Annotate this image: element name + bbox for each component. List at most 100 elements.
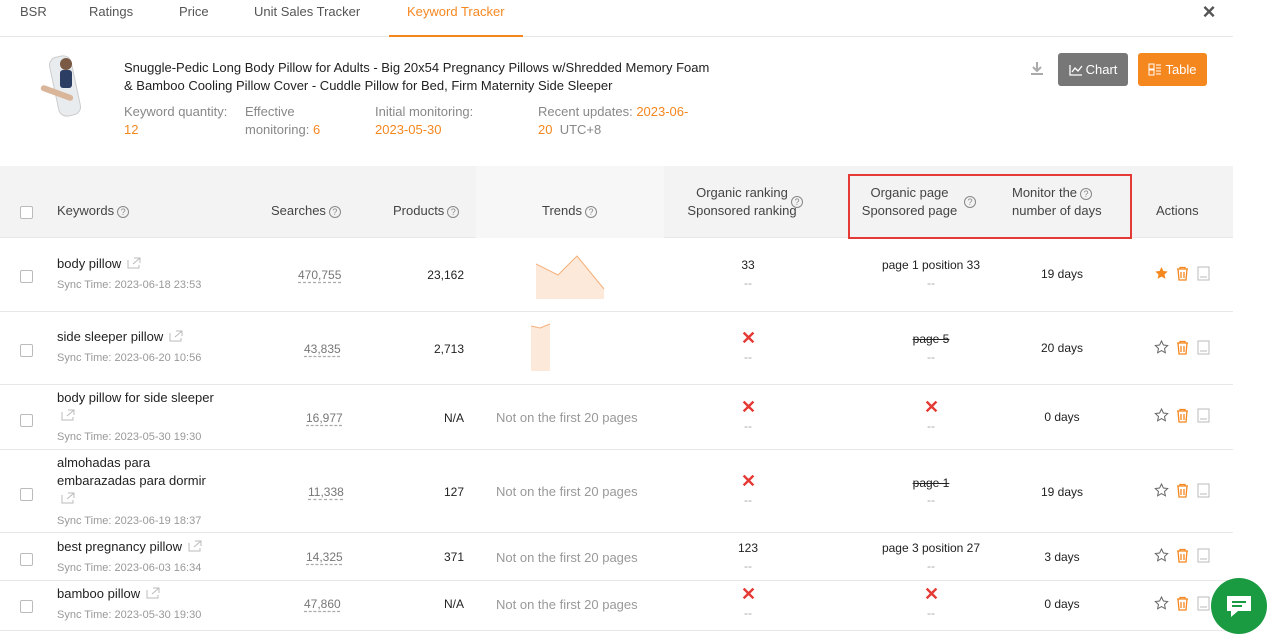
- delete-icon[interactable]: [1175, 340, 1190, 355]
- delete-icon[interactable]: [1175, 548, 1190, 563]
- chart-button-label: Chart: [1085, 62, 1118, 77]
- products-value: 2,713: [433, 342, 464, 356]
- star-icon[interactable]: [1154, 596, 1169, 611]
- sponsored-page: --: [927, 419, 935, 433]
- trend-not-found: Not on the first 20 pages: [496, 597, 638, 612]
- header-searches: Searches?: [271, 202, 341, 220]
- help-icon[interactable]: ?: [117, 206, 130, 218]
- share-icon[interactable]: [61, 409, 75, 421]
- tab-unit-sales-tracker[interactable]: Unit Sales Tracker: [254, 4, 361, 19]
- delete-icon[interactable]: [1175, 408, 1190, 423]
- monitor-days: 0 days: [1044, 410, 1080, 424]
- initial-monitoring: Initial monitoring: 2023-05-30: [375, 104, 474, 137]
- row-checkbox[interactable]: [20, 600, 33, 613]
- keyword-cell: body pillow for side sleeper: [57, 389, 214, 407]
- delete-icon[interactable]: [1175, 596, 1190, 611]
- searches-value[interactable]: 16,977: [306, 411, 343, 425]
- row-checkbox[interactable]: [20, 553, 33, 566]
- organic-page: page 1: [912, 476, 950, 490]
- sponsored-rank: --: [744, 419, 752, 433]
- chat-button[interactable]: [1211, 578, 1267, 634]
- star-icon[interactable]: [1154, 408, 1169, 423]
- select-all-checkbox[interactable]: [20, 206, 33, 219]
- not-ranked-icon: ✕: [741, 584, 757, 604]
- star-icon[interactable]: [1154, 340, 1169, 355]
- note-icon[interactable]: [1196, 408, 1211, 423]
- monitor-days: 20 days: [1040, 341, 1084, 355]
- trend-not-found: Not on the first 20 pages: [496, 410, 638, 425]
- header-keywords: Keywords?: [57, 202, 130, 220]
- delete-icon[interactable]: [1175, 483, 1190, 498]
- close-icon[interactable]: ×: [1202, 0, 1216, 24]
- searches-value[interactable]: 43,835: [304, 342, 341, 356]
- keyword-cell: body pillow: [57, 255, 141, 273]
- row-checkbox[interactable]: [20, 270, 33, 283]
- table-button[interactable]: Table: [1138, 53, 1207, 86]
- product-title: Snuggle-Pedic Long Body Pillow for Adult…: [124, 60, 710, 93]
- share-icon[interactable]: [61, 492, 75, 504]
- help-icon[interactable]: ?: [791, 196, 803, 208]
- organic-rank: 123: [737, 541, 759, 555]
- table-row: [0, 581, 1233, 631]
- tab-bsr[interactable]: BSR: [20, 4, 47, 19]
- note-icon[interactable]: [1196, 483, 1211, 498]
- sponsored-rank: --: [744, 276, 752, 290]
- table-row: [0, 450, 1233, 533]
- header-ranking: Organic ranking Sponsored ranking: [687, 185, 797, 218]
- download-icon[interactable]: [1028, 60, 1046, 78]
- star-icon[interactable]: [1154, 266, 1169, 281]
- searches-value[interactable]: 14,325: [306, 550, 343, 564]
- note-icon[interactable]: [1196, 596, 1211, 611]
- share-icon[interactable]: [169, 330, 183, 342]
- tab-price[interactable]: Price: [179, 4, 209, 19]
- sponsored-page: --: [927, 606, 935, 620]
- share-icon[interactable]: [146, 587, 160, 599]
- sync-time: Sync Time: 2023-06-20 10:56: [57, 352, 202, 364]
- tab-keyword-tracker[interactable]: Keyword Tracker: [389, 0, 523, 37]
- table-button-label: Table: [1165, 62, 1197, 77]
- keyword-quantity: Keyword quantity: 12: [124, 104, 228, 137]
- note-icon[interactable]: [1196, 548, 1211, 563]
- searches-value[interactable]: 47,860: [304, 597, 341, 611]
- help-icon[interactable]: ?: [1080, 188, 1093, 200]
- not-ranked-icon: ✕: [741, 328, 757, 348]
- help-icon[interactable]: ?: [447, 206, 460, 218]
- recent-updates: Recent updates: 2023-06- 20 UTC+8: [538, 104, 689, 137]
- product-image: [40, 55, 82, 117]
- table-row: [0, 533, 1233, 581]
- monitor-days: 19 days: [1040, 267, 1084, 281]
- delete-icon[interactable]: [1175, 266, 1190, 281]
- header-page: Organic page Sponsored page: [861, 185, 958, 218]
- keyword-cell: almohadas para embarazadas para dormir: [57, 454, 206, 490]
- note-icon[interactable]: [1196, 340, 1211, 355]
- keyword-cell: best pregnancy pillow: [57, 538, 202, 556]
- share-icon[interactable]: [127, 257, 141, 269]
- help-icon[interactable]: ?: [584, 206, 597, 218]
- trend-sparkline: [536, 255, 605, 299]
- help-icon[interactable]: ?: [328, 206, 341, 218]
- help-icon[interactable]: ?: [964, 196, 976, 208]
- monitor-days: 19 days: [1040, 485, 1084, 499]
- row-checkbox[interactable]: [20, 344, 33, 357]
- star-icon[interactable]: [1154, 548, 1169, 563]
- table-icon: [1148, 63, 1162, 76]
- note-icon[interactable]: [1196, 266, 1211, 281]
- sponsored-rank: --: [744, 493, 752, 507]
- header-actions: Actions: [1156, 203, 1199, 218]
- not-ranked-icon: ✕: [924, 397, 940, 417]
- trends-header-bg: [476, 166, 664, 238]
- share-icon[interactable]: [188, 540, 202, 552]
- tab-ratings[interactable]: Ratings: [89, 4, 134, 19]
- keyword-text: almohadas para: [57, 455, 151, 470]
- keyword-text: body pillow: [57, 256, 122, 271]
- products-value: N/A: [443, 411, 464, 425]
- row-checkbox[interactable]: [20, 414, 33, 427]
- row-checkbox[interactable]: [20, 488, 33, 501]
- keyword-cell: side sleeper pillow: [57, 328, 183, 346]
- chart-button[interactable]: Chart: [1058, 53, 1128, 86]
- not-ranked-icon: ✕: [741, 397, 757, 417]
- searches-value[interactable]: 470,755: [298, 268, 342, 282]
- searches-value[interactable]: 11,338: [308, 485, 344, 499]
- effective-monitoring: Effective monitoring: 6: [245, 104, 321, 137]
- star-icon[interactable]: [1154, 483, 1169, 498]
